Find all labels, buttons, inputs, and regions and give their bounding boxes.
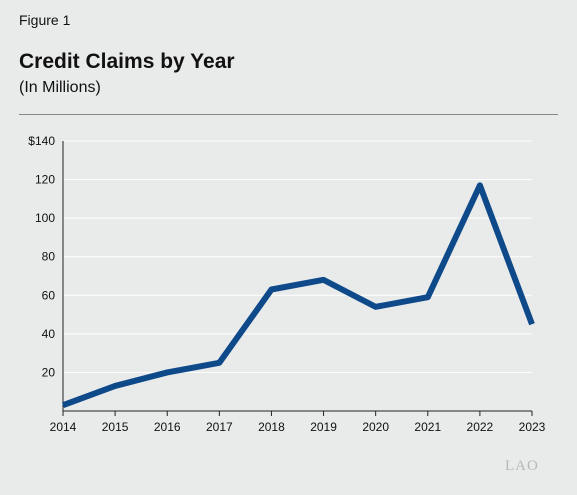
y-tick-label: 20 [42, 365, 56, 379]
figure-label: Figure 1 [19, 12, 71, 28]
x-tick-label: 2018 [258, 420, 285, 434]
gridlines [63, 140, 532, 373]
x-tick-label: 2021 [414, 420, 441, 434]
series-line [61, 182, 535, 409]
axes [62, 141, 533, 416]
x-tick-label: 2023 [519, 420, 546, 434]
title-divider [19, 114, 558, 115]
y-tick-label: $140 [28, 134, 55, 148]
y-tick-labels: 20 40 60 80 100 120 $140 [28, 134, 55, 379]
x-tick-labels: 2014 2015 2016 2017 2018 2019 2020 2021 2022 2023 [50, 420, 546, 434]
y-tick-label: 100 [35, 211, 55, 225]
y-tick-label: 60 [42, 288, 56, 302]
x-tick-label: 2022 [467, 420, 494, 434]
x-tick-label: 2017 [206, 420, 233, 434]
lao-logo: LAO [505, 458, 539, 474]
x-tick-label: 2016 [154, 420, 181, 434]
y-tick-label: 40 [42, 327, 56, 341]
chart-subtitle: (In Millions) [19, 79, 101, 96]
x-tick-label: 2020 [362, 420, 389, 434]
y-tick-label: 80 [42, 250, 56, 264]
series [61, 182, 535, 409]
x-tick-label: 2019 [310, 420, 337, 434]
x-tick-label: 2015 [102, 420, 129, 434]
y-tick-label: 120 [35, 173, 55, 187]
x-tick-label: 2014 [50, 420, 77, 434]
chart-title: Credit Claims by Year [19, 50, 235, 73]
